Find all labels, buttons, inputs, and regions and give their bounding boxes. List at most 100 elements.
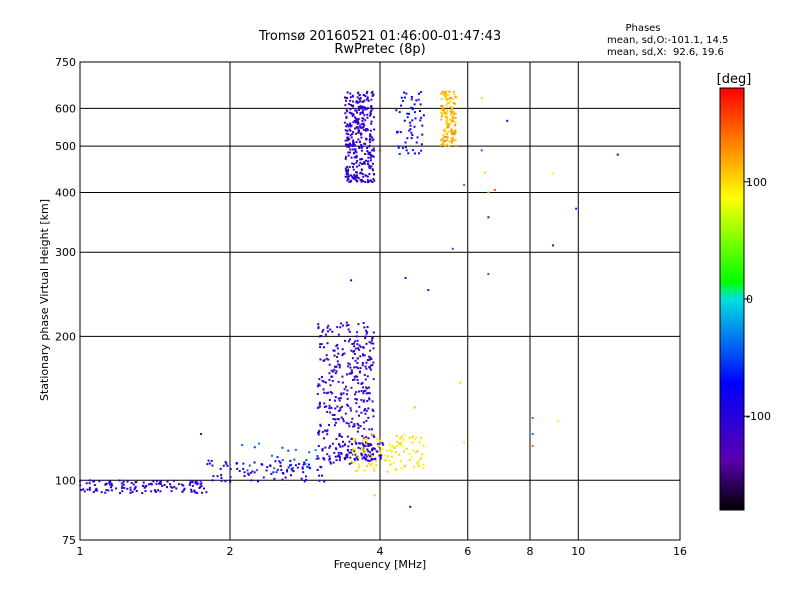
echo-point	[366, 325, 369, 328]
echo-point	[319, 423, 322, 426]
echo-point	[372, 434, 375, 437]
echo-point	[365, 342, 368, 345]
echo-point	[342, 420, 345, 423]
echo-point	[449, 112, 452, 115]
echo-point	[357, 105, 360, 108]
echo-point	[133, 488, 136, 491]
echo-point	[367, 392, 370, 395]
echo-point	[338, 364, 341, 367]
echo-point	[366, 150, 369, 153]
echo-point	[531, 444, 534, 447]
echo-point	[452, 90, 455, 93]
echo-point	[403, 464, 406, 467]
echo-point	[348, 138, 351, 141]
echo-point	[415, 451, 418, 454]
echo-point	[166, 480, 169, 483]
echo-point	[454, 132, 457, 135]
echo-point	[372, 177, 375, 180]
echo-point	[323, 429, 326, 432]
echo-point	[161, 484, 164, 487]
echo-point	[353, 423, 356, 426]
echo-point	[362, 94, 365, 97]
echo-point	[347, 103, 350, 106]
echo-point	[362, 122, 365, 125]
echo-point	[353, 437, 356, 440]
echo-point	[371, 181, 374, 184]
echo-point	[442, 91, 445, 94]
y-tick-label: 300	[55, 246, 76, 259]
echo-point	[366, 128, 369, 131]
echo-point	[360, 411, 363, 414]
echo-point	[373, 172, 376, 175]
echo-point	[294, 464, 297, 467]
echo-point	[363, 99, 366, 102]
echo-point	[403, 433, 406, 436]
echo-point	[298, 462, 301, 465]
echo-point	[358, 146, 361, 149]
echo-point	[334, 372, 337, 375]
echo-point	[344, 112, 347, 115]
echo-point	[397, 145, 400, 148]
echo-point	[88, 486, 91, 489]
echo-point	[175, 487, 178, 490]
echo-point	[363, 161, 366, 164]
echo-point	[369, 451, 372, 454]
echo-point	[349, 104, 352, 107]
echo-point	[357, 382, 360, 385]
echo-point	[368, 141, 371, 144]
echo-point	[371, 90, 374, 93]
echo-point	[356, 469, 359, 472]
echo-point	[253, 446, 256, 449]
echo-point	[281, 459, 284, 462]
echo-point	[347, 362, 350, 365]
echo-point	[363, 444, 366, 447]
echo-point	[361, 457, 364, 460]
echo-point	[389, 463, 392, 466]
echo-point	[123, 486, 126, 489]
echo-point	[351, 176, 354, 179]
echo-point	[447, 145, 450, 148]
echo-point	[328, 455, 331, 458]
echo-point	[344, 412, 347, 415]
echo-point	[190, 490, 193, 493]
echo-point	[363, 114, 366, 117]
echo-point	[341, 324, 344, 327]
echo-point	[378, 454, 381, 457]
echo-point	[398, 453, 401, 456]
echo-point	[448, 118, 451, 121]
echo-point	[322, 380, 325, 383]
echo-point	[273, 467, 276, 470]
echo-point	[255, 469, 258, 472]
echo-point	[410, 456, 413, 459]
echo-point	[349, 99, 352, 102]
echo-point	[422, 444, 425, 447]
echo-point	[345, 324, 348, 327]
echo-point	[92, 491, 95, 494]
echo-point	[451, 247, 454, 250]
echo-point	[333, 349, 336, 352]
echo-point	[369, 159, 372, 162]
echo-point	[318, 378, 321, 381]
echo-point	[378, 439, 381, 442]
echo-point	[355, 100, 358, 103]
echo-point	[305, 459, 308, 462]
echo-point	[410, 95, 413, 98]
echo-point	[338, 366, 341, 369]
echo-point	[337, 454, 340, 457]
echo-point	[216, 475, 219, 478]
echo-point	[325, 392, 328, 395]
echo-point	[364, 106, 367, 109]
echo-point	[361, 145, 364, 148]
echo-point	[340, 392, 343, 395]
echo-point	[368, 135, 371, 138]
echo-point	[420, 457, 423, 460]
echo-point	[358, 97, 361, 100]
echo-point	[317, 383, 320, 386]
echo-point	[353, 174, 356, 177]
echo-point	[344, 385, 347, 388]
y-axis-label: Stationary phase Virtual Height [km]	[38, 199, 51, 401]
echo-point	[357, 442, 360, 445]
echo-point	[363, 421, 366, 424]
echo-point	[257, 480, 260, 483]
echo-point	[362, 180, 365, 183]
